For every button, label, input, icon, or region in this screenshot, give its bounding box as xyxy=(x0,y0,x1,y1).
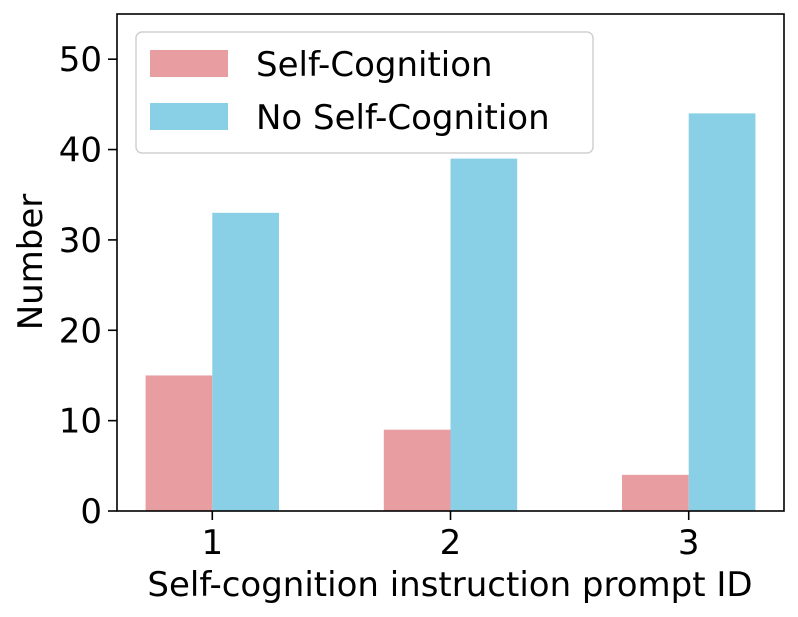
y-tick-label: 40 xyxy=(59,131,102,171)
bar-self-cognition-1 xyxy=(145,375,213,511)
y-tick-label: 50 xyxy=(59,40,102,80)
bars-layer xyxy=(145,113,756,512)
y-tick-label: 10 xyxy=(59,402,102,442)
legend-label-no-self-cognition: No Self-Cognition xyxy=(256,98,550,138)
legend-label-self-cognition: Self-Cognition xyxy=(256,45,493,85)
y-tick-label: 30 xyxy=(59,221,102,261)
x-axis: 1 2 3 xyxy=(201,511,700,563)
x-axis-label: Self-cognition instruction prompt ID xyxy=(147,565,752,605)
bar-no-self-cognition-2 xyxy=(450,158,518,511)
bar-self-cognition-2 xyxy=(383,429,451,511)
x-tick-label: 2 xyxy=(440,523,462,563)
x-tick-label: 3 xyxy=(678,523,700,563)
legend-frame xyxy=(135,31,594,154)
y-axis-label: Number xyxy=(11,194,51,331)
bar-self-cognition-3 xyxy=(622,474,689,511)
legend-swatch-no-self-cognition xyxy=(150,103,228,130)
bar-no-self-cognition-1 xyxy=(212,212,279,512)
x-tick-label: 1 xyxy=(201,523,223,563)
legend: Self-Cognition No Self-Cognition xyxy=(135,31,594,154)
y-axis: 0 10 20 30 40 50 xyxy=(59,40,117,532)
legend-swatch-self-cognition xyxy=(150,50,228,77)
bar-no-self-cognition-3 xyxy=(688,113,756,512)
y-tick-label: 0 xyxy=(80,492,102,532)
y-tick-label: 20 xyxy=(59,311,102,351)
